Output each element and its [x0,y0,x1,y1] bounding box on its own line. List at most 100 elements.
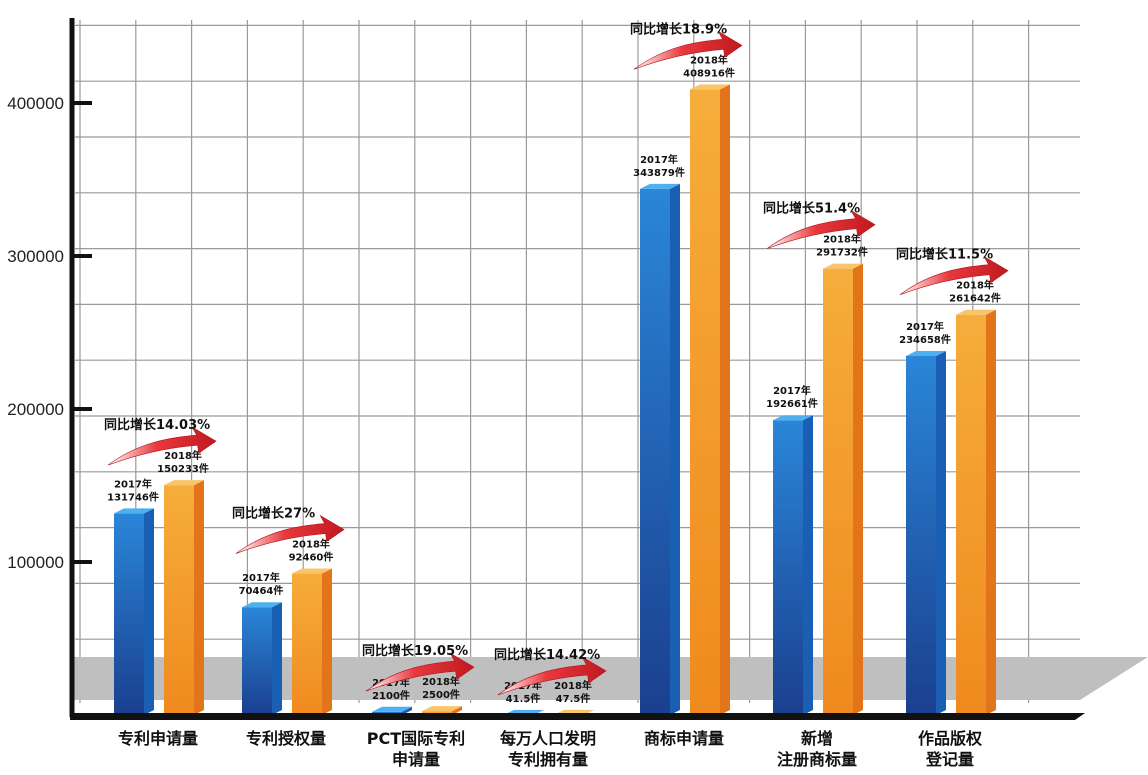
bar-2017-side [936,350,946,715]
bar-2017-front [114,513,144,715]
axes: 100000 200000 300000 400000 [7,18,1085,720]
data-label-2018: 408916件 [683,66,735,79]
y-tick-label: 200000 [7,400,64,419]
data-label-2017: 2100件 [372,689,410,702]
category-label: 每万人口发明 [500,729,596,748]
x-axis [70,713,1085,720]
growth-arrow-icon [107,426,217,466]
data-label-2017: 2017年 [114,477,152,490]
bar-2018-side [853,263,863,715]
bar-2018 [823,263,863,715]
category-label: 申请量 [392,750,440,769]
bar-2017-side [402,706,412,715]
bar-2017-side [803,415,813,715]
bar-2017 [640,183,680,716]
data-label-2018: 2018年 [164,449,202,462]
growth-label: 同比增长11.5% [896,247,993,263]
bar-2017-top [640,183,680,189]
bar-2017 [773,415,813,715]
growth-arrow-icon [899,255,1009,295]
data-label-2018: 2018年 [956,279,994,292]
bar-2017-top [372,706,412,712]
data-label-2018: 92460件 [289,551,334,564]
bar-2018-top [956,309,996,315]
bar-2018 [956,309,996,715]
bar-2018-front [956,314,986,715]
category-label: 登记量 [925,750,974,769]
growth-arrow-icon [365,652,475,692]
bar-2017-top [114,508,154,514]
bar-2017 [906,350,946,715]
growth-label: 同比增长14.03% [104,417,210,433]
data-label-2017: 192661件 [766,397,818,410]
data-label-2017: 2017年 [773,384,811,397]
growth-label: 同比增长51.4% [763,201,860,217]
floor-band [70,657,1148,700]
bar-2018-side [194,480,204,715]
data-label-2017: 343879件 [633,166,685,179]
data-label-2018: 261642件 [949,292,1001,305]
category-label: 专利申请量 [118,729,198,748]
category-label: PCT国际专利 [367,729,465,748]
bar-2018-side [720,84,730,715]
growth-arrow-icon [235,514,345,554]
data-label-2018: 2018年 [292,538,330,551]
data-label-2018: 2018年 [422,675,460,688]
data-label-2018: 291732件 [816,246,868,259]
bar-2017-side [670,183,680,716]
floor [70,657,1148,700]
data-label-2018: 47.5件 [556,692,591,705]
labels: 2017年131746件2018年150233件同比增长14.03%专利申请量2… [104,21,1009,769]
y-tick-label: 300000 [7,247,64,266]
growth-label: 同比增长14.42% [494,647,600,663]
bar-2017-top [242,602,282,608]
bar-2018-front [292,573,322,715]
y-tick-label: 100000 [7,553,64,572]
data-label-2017: 70464件 [239,584,284,597]
growth-label: 同比增长19.05% [362,643,468,659]
growth-label: 同比增长27% [232,506,315,522]
data-label-2017: 41.5件 [506,692,541,705]
bar-2018-front [690,89,720,715]
bar-2018-front [164,485,194,715]
bar-2018-side [322,568,332,715]
category-label: 专利授权量 [246,729,326,748]
bar-2017 [242,602,282,715]
bar-2017-front [640,188,670,716]
bar-2018 [164,480,204,715]
data-label-2017: 2017年 [640,153,678,166]
growth-arrow-icon [497,656,607,696]
bar-2018-top [690,84,730,90]
bar-2018-side [986,309,996,715]
bar-2017-side [272,602,282,715]
bar-2017-side [144,508,154,715]
category-label: 作品版权 [918,729,983,748]
bar-2018-top [422,706,462,712]
bar-2017-top [773,415,813,421]
bar-2018-top [164,480,204,486]
bar-2018-side [452,706,462,715]
data-label-2018: 150233件 [157,462,209,475]
data-label-2017: 234658件 [899,333,951,346]
bars [114,84,996,716]
bar-2018 [690,84,730,715]
data-label-2018: 2018年 [690,53,728,66]
data-label-2018: 2018年 [823,233,861,246]
bar-2017 [114,508,154,715]
bar-2017-front [906,355,936,715]
category-label: 商标申请量 [644,729,724,748]
bar-2018-top [823,263,863,269]
data-label-2018: 2018年 [554,679,592,692]
data-label-2017: 2017年 [906,320,944,333]
data-label-2017: 131746件 [107,490,159,503]
y-tick-label: 400000 [7,94,64,113]
category-label: 新增 [801,729,833,748]
bar-2017-top [906,350,946,356]
growth-arrow-icon [766,209,876,249]
bar-2018-top [292,568,332,574]
category-label: 专利拥有量 [508,750,588,769]
data-label-2018: 2500件 [422,688,460,701]
bar-2017-front [773,420,803,715]
data-label-2017: 2017年 [242,571,280,584]
